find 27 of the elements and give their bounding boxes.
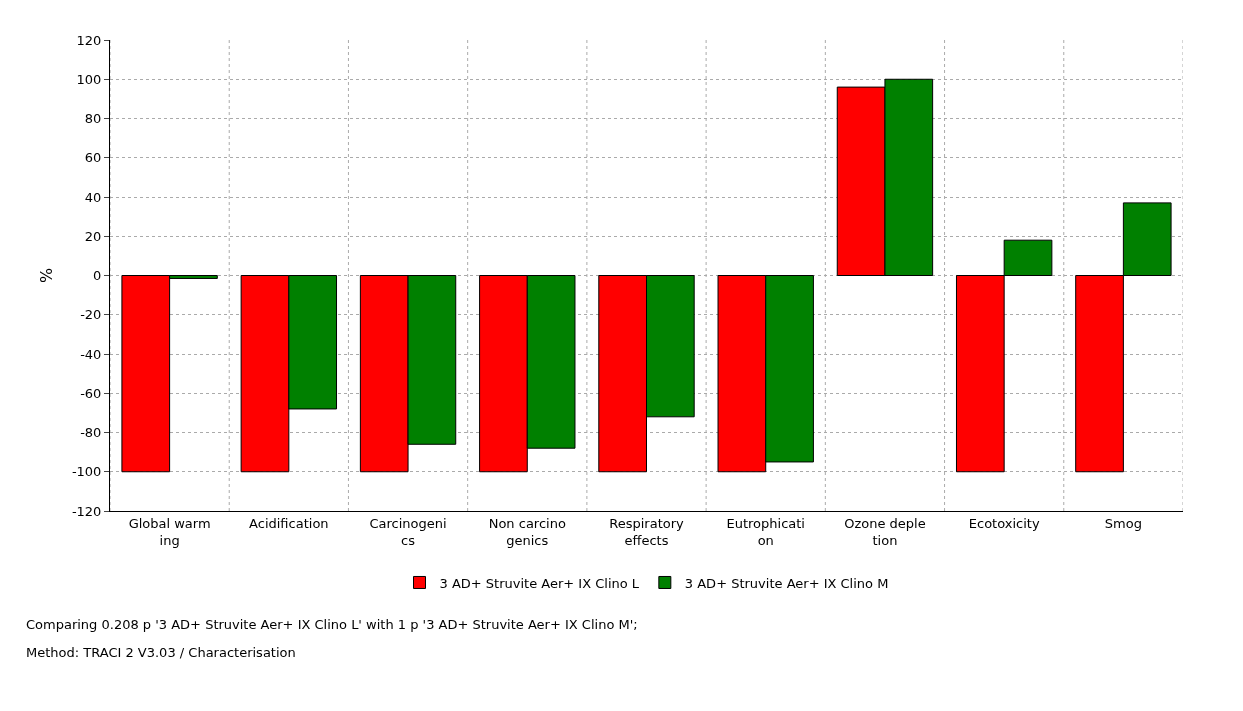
y-tick-label: 100 xyxy=(76,71,102,87)
text: Comparing 0.208 p '3 AD+ Struvite Aer+ IX Clino L' with 1 p '3 AD+ Struvite Aer+ IX Clino M'; xyxy=(26,617,638,632)
y-tick-label: 80 xyxy=(84,111,102,127)
y-tick-label: 120 xyxy=(76,32,102,48)
x-tick-label: Respiratory effects xyxy=(609,515,685,548)
text: Method: TRACI 2 V3.03 / Characterisation xyxy=(26,645,296,660)
y-tick-label: -120 xyxy=(71,503,102,519)
x-tick-label: Acidification xyxy=(249,515,329,531)
y-axis-title: % xyxy=(36,267,56,284)
x-tick-label: Smog xyxy=(1104,515,1142,531)
x-tick-label: Global warm ing xyxy=(128,515,211,548)
x-tick-label: Carcinogeni cs xyxy=(369,515,447,548)
y-tick-label: 40 xyxy=(84,189,102,205)
legend-label: 3 AD+ Struvite Aer+ IX Clino M xyxy=(684,575,889,591)
x-tick-label: Eutrophicati on xyxy=(726,515,805,548)
x-tick-label: Ecotoxicity xyxy=(968,515,1040,531)
y-tick-label: -40 xyxy=(80,346,102,362)
legend-label: 3 AD+ Struvite Aer+ IX Clino L xyxy=(439,575,640,591)
y-tick-label: -80 xyxy=(80,425,102,441)
y-tick-label: 0 xyxy=(93,268,102,284)
y-tick-label: -60 xyxy=(80,385,102,401)
y-tick-label: -100 xyxy=(71,464,102,480)
y-tick-label: -20 xyxy=(80,307,102,323)
x-tick-label: Ozone deple tion xyxy=(844,515,926,548)
y-tick-label: 60 xyxy=(84,150,102,166)
y-tick-label: 20 xyxy=(84,228,102,244)
x-tick-label: Non carcino genics xyxy=(488,515,566,548)
